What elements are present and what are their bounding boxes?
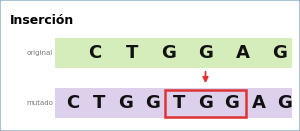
Bar bbox=[165, 89, 246, 116]
Bar bbox=[55, 38, 292, 68]
Text: G: G bbox=[145, 94, 160, 112]
Text: G: G bbox=[225, 94, 239, 112]
Text: A: A bbox=[252, 94, 266, 112]
Text: A: A bbox=[236, 44, 250, 62]
Text: mutado: mutado bbox=[26, 100, 53, 106]
Text: T: T bbox=[126, 44, 138, 62]
Text: T: T bbox=[93, 94, 106, 112]
Text: G: G bbox=[199, 44, 213, 62]
Text: G: G bbox=[273, 44, 287, 62]
Text: C: C bbox=[88, 44, 102, 62]
Bar bbox=[55, 88, 292, 118]
Text: G: G bbox=[162, 44, 176, 62]
Text: G: G bbox=[278, 94, 292, 112]
Text: G: G bbox=[118, 94, 134, 112]
Text: G: G bbox=[198, 94, 213, 112]
Text: T: T bbox=[173, 94, 185, 112]
Text: C: C bbox=[66, 94, 80, 112]
Text: Inserción: Inserción bbox=[10, 14, 74, 27]
Text: original: original bbox=[27, 50, 53, 56]
